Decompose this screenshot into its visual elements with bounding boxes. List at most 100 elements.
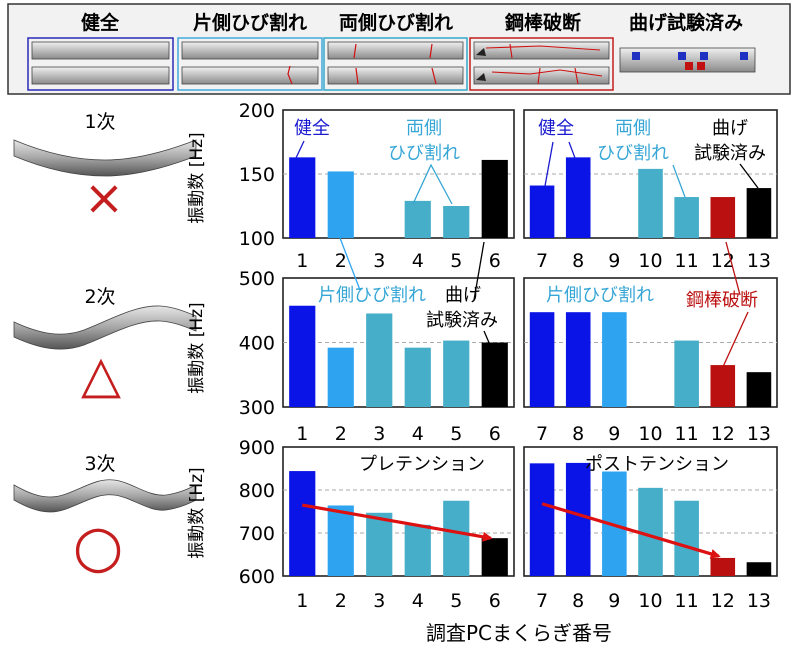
panel-r3l: 1 2 3 4 5 6 600 700 800 900 (239, 437, 515, 612)
legend-item-one-side-crack: 片側ひび割れ (177, 11, 323, 91)
x-tick-label: 4 (412, 590, 424, 612)
annotation-bend-r2l-a: 曲げ (445, 285, 481, 306)
bar-4 (404, 347, 431, 407)
x-tick-label: 7 (536, 590, 548, 612)
x-tick-label: 3 (373, 250, 385, 272)
bar-11 (674, 340, 699, 407)
bar-13 (746, 562, 772, 576)
bar-5 (443, 500, 470, 576)
bar-2 (327, 171, 354, 238)
panel-r3r: 7 8 9 10 11 12 13 (523, 446, 778, 612)
y-tick-label: 150 (239, 164, 275, 186)
bar-7 (529, 185, 555, 238)
legend-label-bend-tested: 曲げ試験済み (629, 11, 743, 34)
x-tick-label: 9 (608, 590, 620, 612)
panel-frame (282, 446, 515, 577)
bar-3 (366, 313, 393, 407)
x-tick-label: 11 (675, 423, 699, 445)
bar-6 (481, 538, 508, 576)
legend-item-rod-broken: 鋼棒破断 (469, 11, 614, 91)
annotations: 健全 両側 ひび割れ 健全 両側 ひび割れ 曲げ 試験済み 片側ひび割れ 曲げ … (294, 118, 766, 475)
mode-2-beam (13, 305, 197, 350)
legend-item-both-side-crack: 両側ひび割れ (323, 11, 468, 91)
bar-2 (327, 505, 354, 576)
x-tick-label: 11 (675, 590, 699, 612)
bar-12 (710, 557, 736, 576)
mode-1-label: 1次 (84, 111, 115, 133)
x-tick-label: 12 (711, 423, 735, 445)
annotation-one-side-r2l: 片側ひび割れ (318, 285, 426, 306)
annotation-rod-broken-r2r: 鋼棒破断 (686, 290, 758, 311)
annotation-pretension: プレテンション (359, 454, 485, 475)
x-tick-label: 7 (536, 423, 548, 445)
annotation-healthy-r1r: 健全 (538, 118, 574, 139)
mode-3-label: 3次 (84, 453, 115, 475)
mode-2-label: 2次 (84, 286, 115, 308)
bar-13 (746, 188, 772, 238)
x-tick-label: 12 (711, 590, 735, 612)
x-tick-label: 6 (489, 250, 501, 272)
bar-1 (289, 305, 316, 407)
bar-5 (443, 340, 470, 407)
x-tick-label: 2 (335, 423, 347, 445)
x-tick-label: 5 (450, 250, 462, 272)
x-tick-label: 2 (335, 250, 347, 272)
bar-10 (638, 168, 663, 238)
x-tick-label: 10 (638, 250, 662, 272)
trend-arrow (301, 503, 493, 542)
y-tick-label: 800 (239, 480, 275, 502)
annotation-both-r1r-b: ひび割れ (597, 143, 669, 164)
x-tick-label: 5 (450, 590, 462, 612)
x-tick-label: 3 (373, 423, 385, 445)
bar-4 (404, 524, 431, 576)
annotation-healthy-r1l: 健全 (294, 118, 330, 139)
panel-r2l: 1 2 3 4 5 6 300 400 500 (239, 268, 515, 445)
bar-4 (404, 200, 431, 238)
bar-8 (565, 157, 591, 238)
mode-1-beam (13, 139, 197, 177)
legend-label-one-side: 片側ひび割れ (193, 11, 307, 34)
bar-11 (674, 197, 699, 238)
bar-1 (289, 157, 316, 238)
bar-1 (289, 471, 316, 576)
x-tick-label: 13 (747, 423, 771, 445)
legend-label-rod-broken: 鋼棒破断 (504, 11, 581, 34)
bar-6 (481, 159, 508, 238)
x-tick-label: 10 (638, 590, 662, 612)
triangle-icon: △ (81, 345, 121, 405)
annotation-one-side-r2r: 片側ひび割れ (546, 285, 654, 306)
x-tick-label: 2 (335, 590, 347, 612)
y-axis-label-row-2: 振動数 [Hz] (187, 302, 207, 393)
bar-8 (565, 312, 591, 407)
bar-2 (327, 347, 354, 407)
bar-8 (565, 462, 591, 576)
bar-12 (710, 365, 736, 407)
x-tick-label: 9 (608, 250, 620, 272)
legend-item-healthy: 健全 (27, 11, 174, 91)
bar-13 (746, 372, 772, 407)
annotation-both-r1l-b: ひび割れ (388, 143, 460, 164)
y-tick-label: 900 (239, 437, 275, 459)
x-tick-label: 9 (608, 423, 620, 445)
bar-7 (529, 463, 555, 576)
annotation-bend-r2l-b: 試験済み (426, 310, 498, 331)
x-tick-label: 4 (412, 423, 424, 445)
bar-12 (710, 197, 736, 238)
y-tick-label: 200 (239, 100, 275, 122)
panel-r1l: 1 2 3 4 5 6 100 150 200 (239, 100, 515, 272)
annotation-bend-r1r-a: 曲げ (712, 118, 748, 139)
y-tick-label: 500 (239, 268, 275, 290)
y-tick-label: 700 (239, 523, 275, 545)
y-tick-label: 300 (239, 397, 275, 419)
y-tick-label: 600 (239, 566, 275, 588)
trend-arrow (541, 502, 721, 559)
mode-3-beam (13, 479, 197, 513)
x-tick-label: 3 (373, 590, 385, 612)
cross-icon: × (84, 170, 124, 226)
y-tick-label: 400 (239, 333, 275, 355)
legend-label-healthy: 健全 (81, 11, 120, 34)
bar-9 (602, 312, 627, 407)
legend-panel: 健全 片側ひび割れ 両側ひび割れ 鋼棒破断 (7, 3, 791, 95)
